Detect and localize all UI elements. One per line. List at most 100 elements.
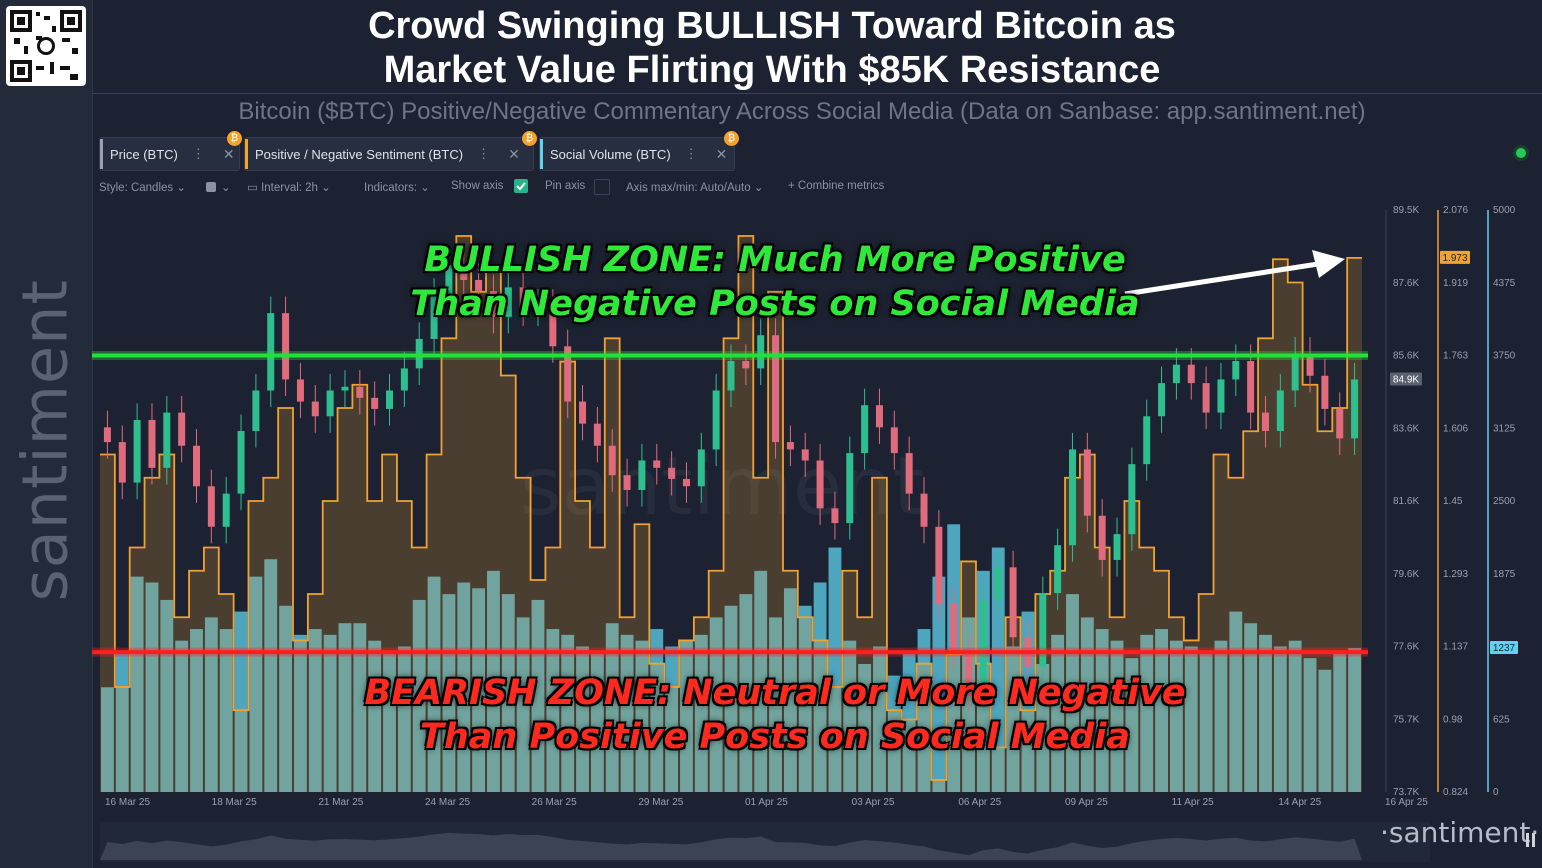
volume-bar xyxy=(338,623,352,792)
volume-bar xyxy=(1169,640,1183,792)
volume-bar xyxy=(1006,646,1020,792)
chevron-down-icon[interactable]: ⌄ xyxy=(221,182,231,194)
price-candle xyxy=(653,460,661,468)
close-icon[interactable]: ✕ xyxy=(222,145,235,162)
sentiment-current-label-box xyxy=(1440,250,1470,264)
price-candle xyxy=(1232,361,1240,380)
price-candle xyxy=(638,460,646,490)
combine-metrics-button[interactable]: + Combine metrics xyxy=(788,180,885,192)
volume-bar xyxy=(353,623,367,792)
tab-social-volume-btc[interactable]: Social Volume (BTC) ⋮ ✕ xyxy=(539,137,735,171)
chart-watermark: santiment xyxy=(520,440,925,533)
volume-bar xyxy=(783,588,797,792)
volume-bar xyxy=(457,582,471,792)
price-candle xyxy=(1083,449,1091,516)
navigator-strip xyxy=(100,822,1430,862)
volume-bar xyxy=(1318,669,1332,792)
price-current-label-box xyxy=(1390,372,1422,386)
volume-bar xyxy=(249,576,263,792)
volume-bar xyxy=(501,594,515,792)
price-candle xyxy=(593,423,601,446)
annotation-arrow-head xyxy=(1312,250,1345,278)
x-tick-label: 24 Mar 25 xyxy=(425,797,470,808)
pause-icon[interactable] xyxy=(1525,833,1537,849)
volume-bar xyxy=(873,646,886,792)
volume-bar xyxy=(190,629,203,792)
price-candle xyxy=(564,346,572,402)
sentiment-tick-label: 2.076 xyxy=(1443,205,1468,216)
x-tick-label: 11 Apr 25 xyxy=(1172,797,1215,808)
axis-minmax-dropdown[interactable]: Axis max/min: Auto/Auto ⌄ xyxy=(626,182,764,194)
sentiment-tick-label: 1.137 xyxy=(1443,642,1468,653)
color-swatch-icon[interactable] xyxy=(206,182,216,192)
volume-bar xyxy=(561,634,575,792)
price-tick-label: 73.7K xyxy=(1393,787,1419,798)
sentiment-tick-label: 1.45 xyxy=(1443,496,1463,507)
volume-bar xyxy=(234,611,248,792)
tab-price-btc[interactable]: Price (BTC) ⋮ ✕ xyxy=(99,137,240,171)
bitcoin-icon: ₿ xyxy=(522,131,537,146)
tab-color-bar xyxy=(245,139,248,169)
chart-subtitle: Bitcoin ($BTC) Positive/Negative Comment… xyxy=(238,98,1366,125)
price-candle xyxy=(1351,379,1359,439)
price-tick-label: 89.5K xyxy=(1393,205,1419,216)
sentiment-tick-label: 1.763 xyxy=(1443,351,1468,362)
style-dropdown[interactable]: Style: Candles ⌄ xyxy=(99,182,186,194)
pin-axis-checkbox[interactable] xyxy=(594,179,610,195)
price-candle xyxy=(935,526,943,605)
sentiment-tick-label: 0.98 xyxy=(1443,714,1463,725)
price-candle xyxy=(549,305,557,347)
more-icon[interactable]: ⋮ xyxy=(684,146,698,161)
price-candle xyxy=(608,445,616,476)
price-candle xyxy=(682,478,690,487)
interval-dropdown[interactable]: ▭ Interval: 2h ⌄ xyxy=(247,182,331,194)
volume-bar xyxy=(294,634,307,792)
price-candle xyxy=(801,449,809,461)
price-candle xyxy=(519,287,527,310)
close-icon[interactable]: ✕ xyxy=(715,145,728,162)
sidebar: santiment xyxy=(0,0,93,868)
show-axis-checkbox[interactable] xyxy=(514,179,528,193)
x-tick-label: 29 Mar 25 xyxy=(638,797,683,808)
volume-bar xyxy=(1051,634,1065,792)
volume-bar xyxy=(368,640,382,792)
price-candle xyxy=(905,453,913,494)
price-candle xyxy=(890,427,898,454)
volume-bar xyxy=(160,599,174,792)
price-candle xyxy=(252,390,260,432)
price-candle xyxy=(1336,408,1344,439)
price-tick-label: 87.6K xyxy=(1393,278,1419,289)
volume-current-label-box xyxy=(1490,641,1518,655)
tab-sentiment-btc[interactable]: Positive / Negative Sentiment (BTC) ⋮ ✕ xyxy=(244,137,534,171)
more-icon[interactable]: ⋮ xyxy=(191,146,205,161)
bearish-zone-annotation: BEARISH ZONE: Neutral or More Negative T… xyxy=(300,671,1250,759)
bottom-brand: ·santiment· xyxy=(1380,816,1540,849)
price-tick-label: 79.6K xyxy=(1393,569,1419,580)
price-candle xyxy=(1276,390,1284,432)
more-icon[interactable]: ⋮ xyxy=(477,146,491,161)
pin-axis-label: Pin axis xyxy=(545,180,586,192)
indicators-dropdown[interactable]: Indicators: ⌄ xyxy=(364,182,430,194)
bitcoin-icon: ₿ xyxy=(724,131,739,146)
volume-bar xyxy=(917,629,931,792)
price-tick-label: 81.6K xyxy=(1393,496,1419,507)
price-candle xyxy=(965,652,973,697)
price-candle xyxy=(1172,364,1180,384)
title-line-1: Crowd Swinging BULLISH Toward Bitcoin as xyxy=(368,5,1176,47)
price-candle xyxy=(118,442,126,483)
price-candle xyxy=(846,453,854,524)
sentiment-tick-label: 0.824 xyxy=(1443,787,1468,798)
volume-bar xyxy=(219,629,233,792)
volume-bar xyxy=(442,594,456,792)
price-candle xyxy=(445,265,453,295)
x-tick-label: 09 Apr 25 xyxy=(1065,797,1108,808)
close-icon[interactable]: ✕ xyxy=(508,145,520,162)
price-candle xyxy=(475,279,483,292)
price-tick-label: 83.6K xyxy=(1393,423,1419,434)
page-title: Crowd Swinging BULLISH Toward Bitcoin as… xyxy=(92,4,1452,92)
price-candle xyxy=(920,493,928,527)
volume-tick-label: 625 xyxy=(1493,714,1510,725)
price-tick-label: 85.6K xyxy=(1393,351,1419,362)
volume-bar xyxy=(576,646,589,792)
